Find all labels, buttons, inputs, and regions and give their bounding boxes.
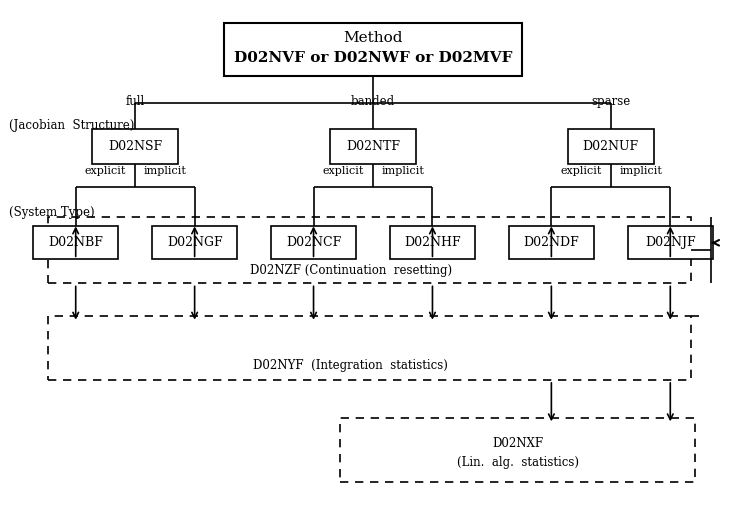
Text: Method: Method	[343, 32, 403, 45]
Bar	[152, 226, 237, 259]
Text: full: full	[125, 95, 145, 107]
Text: D02NZF (Continuation  resetting): D02NZF (Continuation resetting)	[250, 264, 452, 277]
Text: D02NUF: D02NUF	[583, 140, 639, 153]
Text: D02NSF: D02NSF	[108, 140, 162, 153]
Text: D02NVF or D02NWF or D02MVF: D02NVF or D02NWF or D02MVF	[233, 51, 513, 65]
Text: banded: banded	[351, 95, 395, 107]
Text: explicit: explicit	[560, 166, 602, 176]
Text: D02NHF: D02NHF	[404, 236, 461, 249]
Text: D02NCF: D02NCF	[286, 236, 341, 249]
Text: implicit: implicit	[143, 166, 186, 176]
Text: (Jacobian  Structure): (Jacobian Structure)	[9, 120, 134, 132]
Text: (Lin.  alg.  statistics): (Lin. alg. statistics)	[457, 456, 579, 469]
Text: D02NJF: D02NJF	[645, 236, 695, 249]
Bar	[93, 129, 178, 164]
Bar	[627, 226, 713, 259]
Text: implicit: implicit	[619, 166, 662, 176]
Text: D02NTF: D02NTF	[346, 140, 400, 153]
Text: sparse: sparse	[592, 95, 630, 107]
Bar	[225, 23, 521, 76]
Text: D02NBF: D02NBF	[48, 236, 103, 249]
Bar	[48, 316, 691, 380]
Text: D02NGF: D02NGF	[167, 236, 222, 249]
Text: explicit: explicit	[85, 166, 126, 176]
Text: explicit: explicit	[322, 166, 364, 176]
Text: D02NDF: D02NDF	[524, 236, 579, 249]
Bar	[339, 418, 695, 482]
Bar	[33, 226, 119, 259]
Bar	[568, 129, 653, 164]
Bar	[389, 226, 475, 259]
Bar	[509, 226, 594, 259]
Bar	[330, 129, 416, 164]
Text: (System Type): (System Type)	[9, 206, 95, 219]
Text: implicit: implicit	[381, 166, 424, 176]
Text: D02NXF: D02NXF	[492, 437, 544, 450]
Bar	[271, 226, 357, 259]
Text: D02NYF  (Integration  statistics): D02NYF (Integration statistics)	[253, 359, 448, 373]
Bar	[48, 217, 691, 284]
